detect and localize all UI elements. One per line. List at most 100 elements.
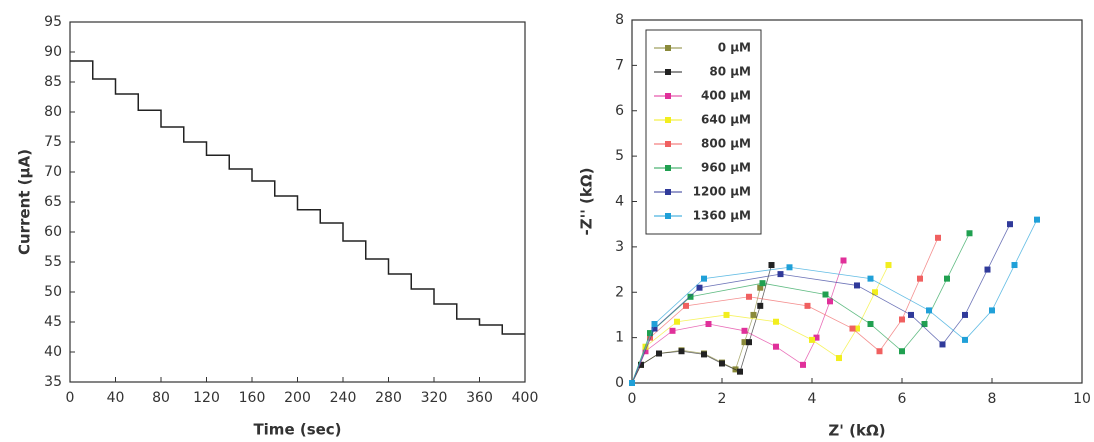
marker (836, 355, 842, 362)
y-axis-title: Current (µA) (16, 149, 34, 255)
marker (757, 302, 764, 309)
marker (827, 298, 833, 305)
x-tick-label: 0 (66, 390, 75, 406)
y-tick-label: 4 (615, 194, 624, 210)
x-tick-label: 360 (466, 390, 493, 406)
marker (786, 264, 793, 271)
y-tick-label: 2 (615, 284, 624, 300)
marker (759, 280, 766, 287)
x-tick-label: 10 (1073, 391, 1091, 407)
y-tick-label: 35 (44, 374, 62, 390)
y-tick-label: 85 (44, 74, 62, 90)
marker (678, 348, 685, 355)
marker (867, 275, 874, 282)
marker (741, 339, 748, 346)
marker (876, 348, 883, 355)
y-tick-label: 80 (44, 104, 62, 120)
marker (674, 318, 680, 325)
data-line (70, 60, 525, 335)
series-line (631, 219, 1038, 384)
marker (804, 302, 811, 309)
marker (854, 282, 860, 289)
y-tick-label: 65 (44, 194, 62, 210)
legend-label: 80 µM (709, 65, 751, 79)
legend-marker (665, 165, 671, 171)
marker (746, 293, 752, 300)
legend-label: 800 µM (701, 137, 751, 151)
marker (935, 234, 941, 241)
marker (899, 316, 905, 323)
x-tick-label: 8 (988, 391, 997, 407)
legend-marker (665, 45, 671, 51)
legend-label: 400 µM (701, 89, 751, 103)
marker (719, 360, 725, 367)
series-line (631, 264, 772, 384)
x-tick-label: 4 (808, 391, 817, 407)
marker (777, 271, 784, 278)
marker (926, 307, 932, 314)
legend-label: 960 µM (701, 161, 751, 175)
legend-marker (665, 69, 671, 75)
marker (984, 266, 991, 273)
legend-marker (665, 213, 671, 219)
marker (809, 336, 815, 343)
x-tick-label: 320 (421, 390, 448, 406)
marker (651, 321, 658, 328)
legend-label: 0 µM (718, 41, 751, 55)
y-tick-label: 45 (44, 314, 62, 330)
marker (651, 325, 658, 332)
x-tick-label: 80 (152, 390, 170, 406)
marker (962, 336, 968, 343)
marker (683, 302, 689, 309)
legend-marker (665, 189, 671, 195)
y-tick-label: 1 (615, 330, 624, 346)
legend-label: 1200 µM (693, 185, 751, 199)
marker (701, 351, 707, 358)
series-line (631, 237, 939, 384)
marker (737, 368, 743, 375)
legend-marker (665, 93, 671, 99)
x-tick-label: 200 (284, 390, 311, 406)
y-tick-label: 95 (44, 14, 62, 30)
x-tick-label: 2 (718, 391, 727, 407)
x-tick-label: 400 (512, 390, 539, 406)
legend-marker (665, 141, 671, 147)
marker (656, 350, 662, 357)
marker (629, 380, 635, 386)
marker (854, 325, 860, 332)
y-tick-label: 50 (44, 284, 62, 300)
marker (750, 311, 757, 318)
marker (939, 341, 946, 348)
marker (899, 348, 905, 355)
marker (966, 230, 973, 237)
y-tick-label: 70 (44, 164, 62, 180)
marker (741, 327, 748, 334)
y-tick-label: 60 (44, 224, 62, 240)
legend-marker (665, 117, 671, 123)
y-tick-label: 5 (615, 148, 624, 164)
marker (867, 321, 874, 328)
y-tick-label: 6 (615, 103, 624, 119)
marker (813, 334, 820, 341)
marker (917, 275, 923, 282)
legend-label: 640 µM (701, 113, 751, 127)
series-line (631, 264, 889, 384)
marker (701, 275, 707, 282)
x-tick-label: 0 (628, 391, 637, 407)
marker (885, 262, 892, 269)
series-line (631, 233, 970, 384)
y-axis-title: -Z'' (kΩ) (578, 168, 596, 236)
marker (962, 311, 968, 318)
marker (1007, 221, 1013, 228)
marker (1011, 262, 1018, 269)
legend-label: 1360 µM (693, 209, 751, 223)
marker (723, 311, 730, 318)
marker (944, 275, 950, 282)
x-tick-label: 160 (239, 390, 266, 406)
marker (840, 257, 847, 264)
y-tick-label: 7 (615, 57, 624, 73)
series-line (631, 260, 844, 384)
marker (1034, 216, 1040, 223)
marker (647, 330, 653, 337)
